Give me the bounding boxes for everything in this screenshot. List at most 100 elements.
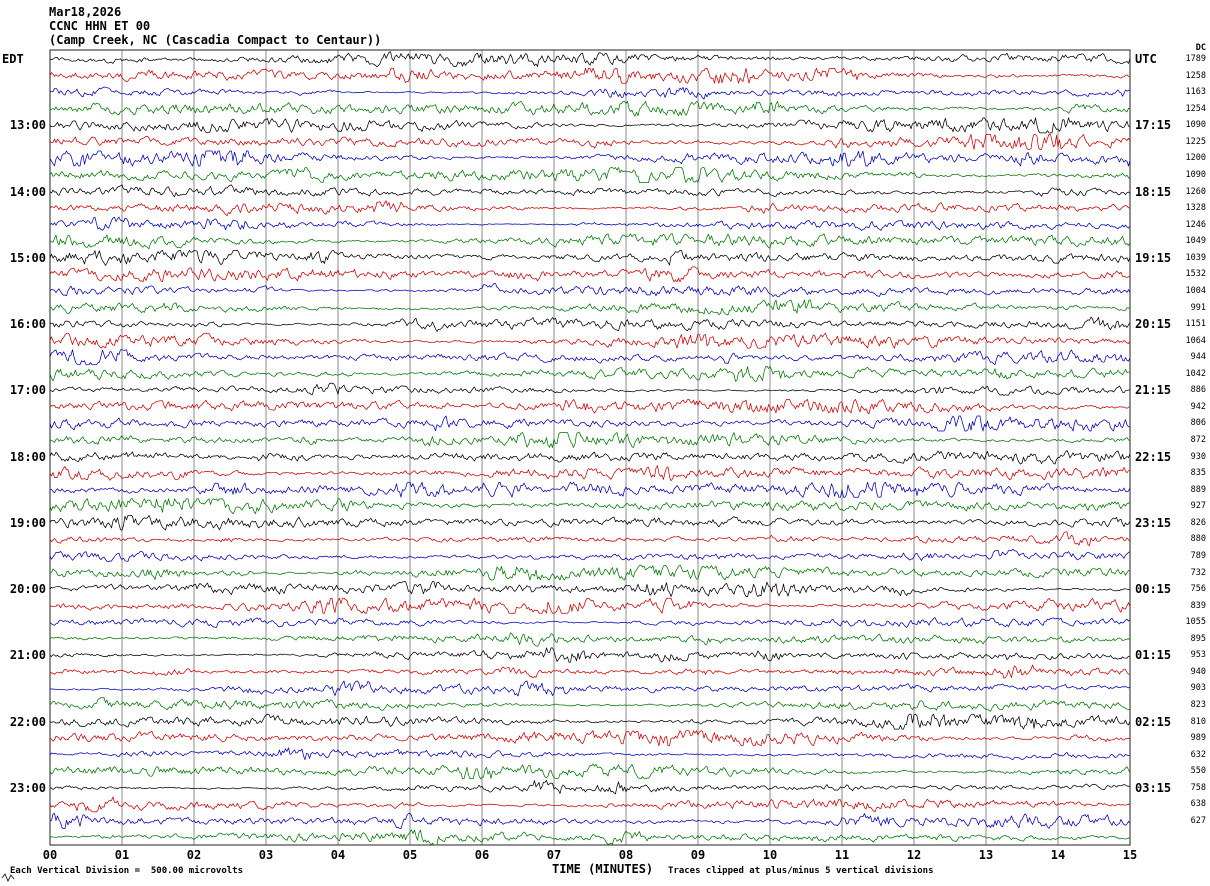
dc-offset-value: 940 bbox=[1190, 666, 1206, 677]
x-axis-tick: 10 bbox=[762, 848, 778, 862]
utc-hour-label: 18:15 bbox=[1135, 184, 1172, 199]
seismogram-trace bbox=[49, 548, 1131, 562]
footer-scale-note: Each Vertical Division = 500.00 microvol… bbox=[10, 866, 243, 876]
footer-clip-note: Traces clipped at plus/minus 5 vertical … bbox=[668, 866, 934, 876]
seismogram-trace bbox=[49, 632, 1131, 647]
seismogram-trace bbox=[49, 382, 1131, 396]
seismogram-trace bbox=[49, 465, 1131, 482]
dc-offset-value: 880 bbox=[1190, 534, 1206, 545]
dc-offset-value: 1151 bbox=[1185, 319, 1206, 330]
seismogram-trace bbox=[49, 481, 1131, 498]
edt-hour-label: 17:00 bbox=[9, 383, 46, 398]
dc-offset-value: 758 bbox=[1190, 782, 1206, 793]
seismogram-trace bbox=[49, 763, 1131, 780]
seismogram-trace bbox=[49, 581, 1131, 597]
edt-hour-label: 16:00 bbox=[9, 317, 46, 332]
seismogram-trace bbox=[49, 564, 1131, 581]
edt-hour-label: 20:00 bbox=[9, 582, 46, 597]
seismogram-trace bbox=[49, 450, 1131, 465]
edt-hour-label: 19:00 bbox=[9, 515, 46, 530]
dc-offset-value: 1328 bbox=[1185, 203, 1206, 214]
seismogram-trace bbox=[49, 399, 1131, 415]
dc-offset-value: 1064 bbox=[1185, 335, 1206, 346]
title-location: (Camp Creek, NC (Cascadia Compact to Cen… bbox=[49, 33, 382, 47]
dc-offset-value: 991 bbox=[1190, 302, 1206, 313]
seismogram-trace bbox=[49, 730, 1131, 747]
seismogram-trace bbox=[49, 498, 1131, 515]
utc-hour-label: 21:15 bbox=[1135, 383, 1172, 398]
dc-offset-value: 632 bbox=[1190, 749, 1206, 760]
x-axis-tick: 14 bbox=[1050, 848, 1066, 862]
edt-hour-label: 14:00 bbox=[9, 184, 46, 199]
dc-offset-value: 550 bbox=[1190, 766, 1206, 777]
seismogram-trace bbox=[49, 680, 1131, 697]
utc-hour-label: 01:15 bbox=[1135, 648, 1172, 663]
x-axis-tick: 06 bbox=[474, 848, 490, 862]
seismogram-trace bbox=[49, 200, 1131, 216]
seismogram-trace bbox=[49, 713, 1131, 730]
edt-axis-header: EDT bbox=[2, 52, 24, 66]
dc-offset-value: 1200 bbox=[1185, 153, 1206, 164]
dc-offset-value: 1039 bbox=[1185, 252, 1206, 263]
dc-offset-value: 732 bbox=[1190, 567, 1206, 578]
seismogram-trace bbox=[49, 266, 1131, 283]
dc-offset-value: 942 bbox=[1190, 401, 1206, 412]
dc-offset-value: 1789 bbox=[1185, 54, 1206, 65]
edt-hour-label: 18:00 bbox=[9, 449, 46, 464]
dc-offset-value: 1532 bbox=[1185, 269, 1206, 280]
seismogram-trace bbox=[49, 86, 1130, 100]
edt-hour-label: 21:00 bbox=[9, 648, 46, 663]
seismogram-trace bbox=[49, 415, 1131, 432]
x-axis-tick: 02 bbox=[186, 848, 202, 862]
seismogram-trace bbox=[49, 515, 1131, 531]
dc-offset-value: 1258 bbox=[1185, 70, 1206, 81]
dc-offset-value: 895 bbox=[1190, 633, 1206, 644]
title-station: CCNC HHN ET 00 bbox=[49, 19, 151, 33]
seismogram-trace bbox=[49, 829, 1131, 846]
x-axis-tick: 08 bbox=[618, 848, 634, 862]
utc-hour-label: 20:15 bbox=[1135, 317, 1172, 332]
dc-offset-value: 927 bbox=[1190, 501, 1206, 512]
dc-offset-value: 823 bbox=[1190, 700, 1206, 711]
x-axis-tick: 04 bbox=[330, 848, 346, 862]
dc-offset-value: 627 bbox=[1190, 815, 1206, 826]
x-axis-label: TIME (MINUTES) bbox=[552, 862, 654, 876]
dc-offset-value: 872 bbox=[1190, 435, 1206, 446]
dc-offset-value: 638 bbox=[1190, 799, 1206, 810]
seismogram-trace bbox=[49, 184, 1131, 198]
utc-hour-label: 00:15 bbox=[1135, 582, 1172, 597]
dc-offset-value: 889 bbox=[1190, 484, 1206, 495]
seismogram-trace bbox=[49, 117, 1131, 134]
x-axis-tick: 13 bbox=[978, 848, 994, 862]
title-date: Mar18,2026 bbox=[49, 5, 122, 19]
seismogram-trace bbox=[49, 697, 1131, 712]
seismogram-trace bbox=[49, 813, 1131, 829]
dc-offset-value: 1004 bbox=[1185, 285, 1206, 296]
dc-offset-value: 835 bbox=[1190, 468, 1206, 479]
utc-hour-label: 22:15 bbox=[1135, 449, 1172, 464]
dc-offset-value: 826 bbox=[1190, 517, 1206, 528]
seismogram-trace bbox=[49, 216, 1131, 231]
seismogram-trace bbox=[49, 432, 1131, 448]
dc-offset-value: 1225 bbox=[1185, 136, 1206, 147]
dc-offset-value: 989 bbox=[1190, 733, 1206, 744]
dc-offset-value: 806 bbox=[1190, 418, 1206, 429]
dc-offset-value: 1049 bbox=[1185, 236, 1206, 247]
dc-offset-value: 789 bbox=[1190, 550, 1206, 561]
dc-offset-value: 1246 bbox=[1185, 219, 1206, 230]
x-axis-tick: 00 bbox=[42, 848, 58, 862]
utc-hour-label: 03:15 bbox=[1135, 780, 1172, 795]
seismogram-trace bbox=[49, 299, 1131, 316]
x-axis-tick: 12 bbox=[906, 848, 922, 862]
edt-hour-label: 22:00 bbox=[9, 714, 46, 729]
dc-offset-value: 930 bbox=[1190, 451, 1206, 462]
utc-hour-label: 17:15 bbox=[1135, 118, 1172, 133]
dc-offset-value: 1055 bbox=[1185, 617, 1206, 628]
dc-offset-value: 839 bbox=[1190, 600, 1206, 611]
dc-offset-value: 1254 bbox=[1185, 103, 1206, 114]
x-axis-tick: 05 bbox=[402, 848, 418, 862]
seismogram-trace bbox=[49, 250, 1131, 266]
edt-hour-label: 15:00 bbox=[9, 250, 46, 265]
seismogram-trace bbox=[49, 597, 1131, 614]
